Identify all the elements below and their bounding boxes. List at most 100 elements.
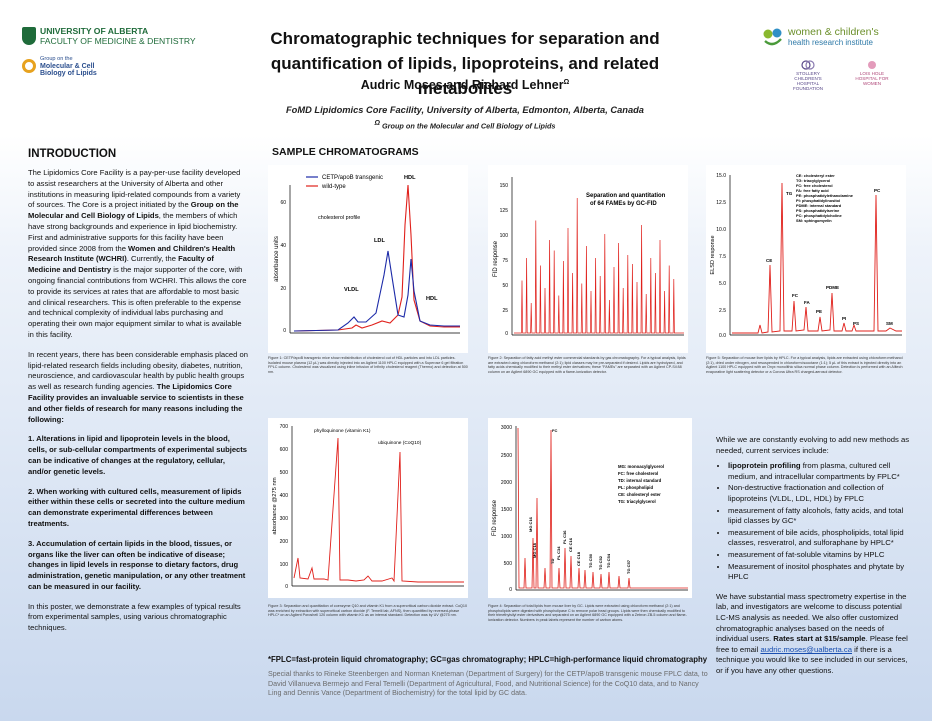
closing-a: We have substantial mass spectrometry ex…: [716, 591, 907, 644]
fig4-ylabel: absorbance @275 nm: [272, 477, 278, 534]
fig2-title-2: of 64 FAMEs by GC-FID: [590, 201, 657, 207]
fig3-tick: 10.0: [716, 227, 726, 233]
stollery-logo: STOLLERY CHILDREN'S HOSPITAL FOUNDATION: [788, 60, 828, 91]
service-item: measurement of fatty alcohols, fatty aci…: [728, 506, 912, 527]
service-item-text: Measurement of inositol phosphates and p…: [728, 561, 905, 582]
figure-3-panel: 15.0 12.5 10.0 7.5 5.0 2.5 0.0 ELSD resp…: [706, 165, 906, 353]
fig5-tick: 2500: [501, 453, 512, 459]
fig3-label: FC: [792, 293, 799, 298]
fig5-label: MG C16: [528, 516, 533, 532]
fig5-legend-item: MG: monoacylglycerol: [618, 464, 664, 469]
ua-shield-icon: [22, 27, 36, 45]
service-item: lipoprotein profiling from plasma, cultu…: [728, 461, 912, 482]
fig3-legend-item: PS: phosphatidylserine: [796, 208, 840, 213]
fig4-tick: 600: [280, 447, 289, 453]
fig5-label: PL C34: [556, 546, 561, 560]
service-item-text: measurement of bile acids, phospholipids…: [728, 527, 904, 548]
wchri-leaf-icon: [763, 28, 782, 46]
fig3-tick: 0.0: [719, 333, 726, 339]
fig3-label: PS: [853, 321, 859, 326]
fig3-legend-item: PDME: internal standard: [796, 203, 842, 208]
fig4-tick: 0: [285, 584, 288, 590]
fig5-tick: 0: [509, 587, 512, 593]
fig1-label-hdl: HDL: [426, 296, 438, 302]
fig5-ylabel: FID response: [492, 499, 498, 536]
fig5-peak-labels: FC MG C16 MG C18 TD PL C34 PL C36 CE C16…: [528, 428, 631, 574]
wchri-line2: health research institute: [788, 38, 873, 47]
fig2-peaks: [514, 197, 684, 334]
fig2-tick: 25: [502, 308, 508, 314]
fig3-tick: 7.5: [719, 254, 726, 260]
intro-p4: 2. When working with cultured cells, mea…: [28, 486, 245, 528]
figure-3-caption: Figure 5: Separation of mouse liver lipi…: [706, 356, 903, 374]
fig3-legend-item: FC: free cholesterol: [796, 183, 833, 188]
abbreviations-footnote: *FPLC=fast-protein liquid chromatography…: [268, 655, 708, 664]
fig5-label: TD: [550, 559, 555, 564]
service-item-bold: lipoprotein profiling: [728, 461, 801, 471]
fig1-series-transgenic: [293, 250, 460, 332]
university-of-alberta-logo: UNIVERSITY OF ALBERTA FACULTY OF MEDICIN…: [22, 26, 202, 77]
services-intro: While we are constantly evolving to add …: [716, 435, 910, 455]
fig2-tick: 75: [502, 258, 508, 264]
intro-p1-f: Faculty of Medicine and Dentistry: [28, 254, 214, 275]
service-item-text: Non-destructive fractionation and collec…: [728, 483, 884, 503]
fig3-legend-item: PC: phosphatidylcholine: [796, 213, 842, 218]
fig1-annotation: cholesterol profile: [318, 215, 360, 221]
affil-sup: Ω: [374, 120, 380, 127]
fig2-title-1: Separation and quantitation: [586, 193, 666, 199]
figure-4-panel: 700 600 500 400 300 200 100 0 absorbance…: [268, 418, 468, 598]
intro-paragraph-3: 1. Alterations in lipid and lipoprotein …: [28, 434, 248, 477]
acknowledgements: Special thanks to Rineke Steenbergen and…: [268, 670, 708, 697]
figure-5-caption: Figure 4: Separation of total lipids fro…: [488, 604, 687, 622]
fig1-legend-blue: CETP/apoB transgenic: [322, 175, 383, 181]
fig5-label: MG C18: [532, 542, 537, 558]
fig3-trace: [732, 182, 902, 334]
mcb-ring-icon: [22, 59, 36, 74]
service-item-text: from plasma, cultured cell medium, and i…: [728, 461, 900, 481]
figure-4-chart: 700 600 500 400 300 200 100 0 absorbance…: [272, 424, 464, 590]
fig2-tick: 100: [500, 233, 509, 239]
intro-p1-d: Women and Children's Health Research Ins…: [28, 243, 236, 264]
figure-2-chart: 150 125 100 75 50 25 0 FID response Sepa…: [493, 177, 684, 337]
fig1-label-hdl-top: HDL: [404, 175, 416, 181]
fig5-tick: 1500: [501, 507, 512, 513]
intro-p1-a: The Lipidomics Core Facility is a pay-pe…: [28, 168, 241, 210]
fig3-legend: CE: cholesteryl ester TG: triacylglycero…: [796, 173, 854, 223]
fig3-tick: 5.0: [719, 281, 726, 287]
figure-2-panel: 150 125 100 75 50 25 0 FID response Sepa…: [488, 165, 688, 353]
affil-group-text: Group on the Molecular and Cell Biology …: [381, 121, 556, 131]
introduction-body: The Lipidomics Core Facility is a pay-pe…: [28, 168, 248, 643]
poster-title: Chromatographic techniques for separatio…: [230, 26, 700, 101]
affiliation-group: Ω Group on the Molecular and Cell Biolog…: [230, 120, 700, 130]
service-item: Measurement of inositol phosphates and p…: [728, 562, 912, 583]
fig4-tick: 700: [280, 424, 289, 430]
fig4-tick: 400: [280, 493, 289, 499]
figure-4-caption: Figure 3: Separation and quantitation of…: [268, 604, 468, 618]
fig3-label: TG: [786, 191, 793, 196]
intro-paragraph-6: In this poster, we demonstrate a few exa…: [28, 601, 241, 633]
fig4-label-k1: phylloquinone (vitamin K1): [314, 428, 371, 434]
author-sup: Ω: [563, 78, 570, 86]
fig2-tick: 50: [502, 283, 508, 289]
services-list: lipoprotein profiling from plasma, cultu…: [716, 461, 912, 583]
fig3-tick: 15.0: [716, 173, 726, 179]
fig3-ylabel: ELSD response: [710, 235, 716, 274]
intro-p2-a: In recent years, there has been consider…: [28, 349, 248, 392]
fig3-label: FA: [804, 300, 811, 305]
fig5-tick: 500: [504, 561, 513, 567]
fig3-label: SM: [886, 321, 893, 326]
fig5-legend-item: PL: phospholipid: [618, 485, 653, 490]
closing-d: if there is a technique you would like t…: [716, 644, 908, 675]
fig5-legend-item: CE: cholesteryl ester: [618, 492, 661, 497]
contact-email-link[interactable]: audric.moses@ualberta.ca: [760, 644, 852, 654]
fig5-label: PL C36: [562, 530, 567, 544]
mcb-line2: Molecular & Cell: [40, 62, 95, 70]
fig1-tick: 60: [280, 200, 286, 206]
fig4-trace: [293, 437, 464, 583]
fig4-tick: 300: [280, 516, 289, 522]
introduction-heading: INTRODUCTION: [28, 148, 117, 160]
intro-p1-g: is the major supporter of the core, with…: [28, 265, 247, 339]
sample-chromatograms-heading: SAMPLE CHROMATOGRAMS: [272, 146, 419, 158]
intro-p5: 3. Accumulation of certain lipids in the…: [28, 538, 246, 591]
figure-1-caption: Figure 1: CETP/apoB transgenic mice show…: [268, 356, 468, 374]
